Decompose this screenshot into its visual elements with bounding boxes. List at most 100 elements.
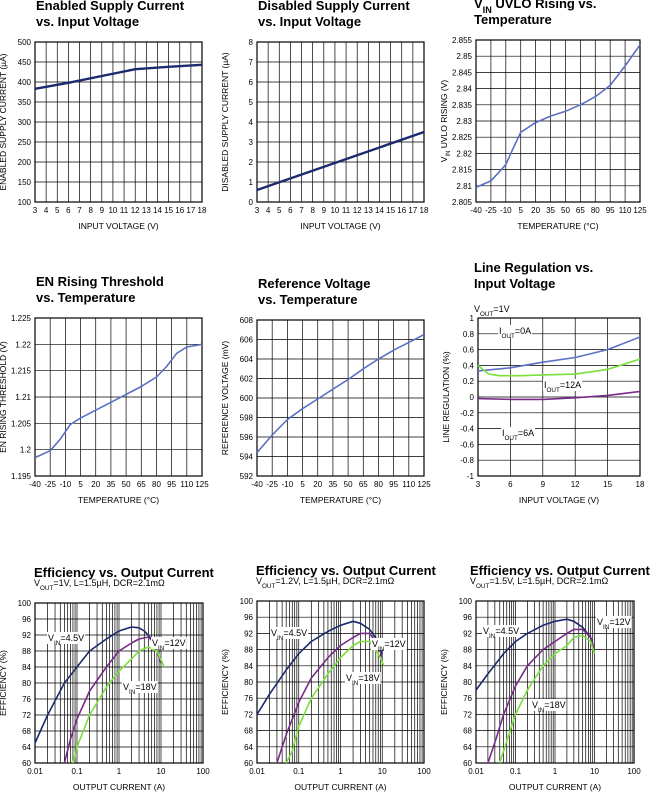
x-tick-label: 9 <box>322 206 327 215</box>
x-tick-label: 95 <box>606 206 615 215</box>
chart-title: vs. Temperature <box>258 292 357 307</box>
y-tick-label: 100 <box>240 597 254 606</box>
x-tick-label: 100 <box>196 767 210 776</box>
y-tick-label: 68 <box>463 727 472 736</box>
x-tick-label: 18 <box>420 206 429 215</box>
y-tick-label: 92 <box>244 629 253 638</box>
y-tick-label: 606 <box>240 336 254 345</box>
x-tick-label: 20 <box>91 480 100 489</box>
y-tick-label: 76 <box>22 695 31 704</box>
chart-subtitle: VOUT=1V <box>474 304 510 318</box>
y-tick-label: 594 <box>240 453 254 462</box>
y-tick-label: 1.2 <box>20 446 32 455</box>
series-line-1 <box>256 620 384 715</box>
series-line-1 <box>34 343 203 459</box>
annotation-label: VIN=4.5V <box>48 633 84 647</box>
x-tick-label: 10 <box>378 767 387 776</box>
x-tick-label: 6 <box>66 206 71 215</box>
x-tick-label: 20 <box>313 480 322 489</box>
y-tick-label: 350 <box>18 98 32 107</box>
x-tick-label: 12 <box>571 480 580 489</box>
y-tick-label: 68 <box>22 727 31 736</box>
x-tick-label: 3 <box>476 480 481 489</box>
y-tick-label: 2.82 <box>456 149 472 158</box>
series-line-1 <box>475 44 641 189</box>
y-tick-label: 0 <box>249 198 254 207</box>
y-tick-label: 60 <box>244 759 253 768</box>
x-tick-label: 125 <box>633 206 647 215</box>
series-line-3 <box>499 634 596 764</box>
y-tick-label: 0.8 <box>463 330 475 339</box>
y-tick-label: 2 <box>249 158 254 167</box>
y-tick-label: 60 <box>463 759 472 768</box>
x-tick-label: 16 <box>175 206 184 215</box>
y-tick-label: 1.195 <box>11 472 32 481</box>
y-tick-label: 2.835 <box>452 101 473 110</box>
x-tick-label: 7 <box>77 206 82 215</box>
x-tick-label: 14 <box>375 206 384 215</box>
annotation-label: VIN=18V <box>123 682 157 696</box>
x-tick-label: 5 <box>300 480 305 489</box>
annotation-label: VIN=4.5V <box>271 628 307 642</box>
x-tick-label: 35 <box>328 480 337 489</box>
y-tick-label: 0.2 <box>463 377 475 386</box>
x-tick-label: 15 <box>164 206 173 215</box>
x-tick-label: 18 <box>198 206 207 215</box>
x-axis-label: TEMPERATURE (°C) <box>517 221 598 231</box>
y-tick-label: 6 <box>249 78 254 87</box>
x-tick-label: 4 <box>44 206 49 215</box>
series-line-1 <box>34 63 203 90</box>
x-tick-label: 18 <box>636 480 645 489</box>
y-tick-label: 602 <box>240 375 254 384</box>
annotation-bg <box>531 699 567 711</box>
y-tick-label: 604 <box>240 355 254 364</box>
annotation-label: IOUT=6A <box>502 428 534 442</box>
x-tick-label: 35 <box>106 480 115 489</box>
x-tick-label: 12 <box>353 206 362 215</box>
y-tick-label: -0.2 <box>460 409 474 418</box>
y-tick-label: 92 <box>22 631 31 640</box>
x-tick-label: 16 <box>397 206 406 215</box>
x-tick-label: 50 <box>344 480 353 489</box>
x-tick-label: 5 <box>78 480 83 489</box>
y-tick-label: 5 <box>249 98 254 107</box>
chart-subtitle: VOUT=1.2V, L=1.5µH, DCR=2.1mΩ <box>256 576 394 590</box>
y-tick-label: 96 <box>22 615 31 624</box>
y-tick-label: 64 <box>22 743 31 752</box>
x-tick-label: 4 <box>266 206 271 215</box>
y-tick-label: 72 <box>463 710 472 719</box>
x-tick-label: 8 <box>310 206 315 215</box>
annotation-bg <box>122 681 158 693</box>
y-tick-label: 76 <box>463 694 472 703</box>
x-tick-label: 100 <box>627 767 641 776</box>
series-line-2 <box>276 632 384 764</box>
y-tick-label: 84 <box>244 662 253 671</box>
x-tick-label: 50 <box>122 480 131 489</box>
annotation-label: VIN=18V <box>346 673 380 687</box>
chart-title: Temperature <box>474 12 552 27</box>
y-tick-label: 88 <box>463 646 472 655</box>
x-tick-label: 100 <box>417 767 431 776</box>
y-tick-label: 72 <box>22 711 31 720</box>
x-tick-label: 11 <box>120 206 129 215</box>
grid <box>475 39 641 203</box>
x-tick-label: 1 <box>553 767 558 776</box>
chart-title: EN Rising Threshold <box>36 274 164 289</box>
x-axis-label: TEMPERATURE (°C) <box>78 495 159 505</box>
x-tick-label: 10 <box>590 767 599 776</box>
chart-title: Reference Voltage <box>258 276 370 291</box>
x-tick-label: 80 <box>591 206 600 215</box>
x-axis-label: OUTPUT CURRENT (A) <box>294 782 386 792</box>
annotation-label: VIN=12V <box>597 617 631 631</box>
y-tick-label: 2.805 <box>452 198 473 207</box>
y-tick-label: 68 <box>244 727 253 736</box>
x-tick-label: 10 <box>157 767 166 776</box>
x-tick-label: 14 <box>153 206 162 215</box>
x-tick-label: 65 <box>359 480 368 489</box>
x-tick-label: 6 <box>508 480 513 489</box>
x-tick-label: 9 <box>541 480 546 489</box>
y-tick-label: 100 <box>18 198 32 207</box>
y-tick-label: -1 <box>467 472 475 481</box>
